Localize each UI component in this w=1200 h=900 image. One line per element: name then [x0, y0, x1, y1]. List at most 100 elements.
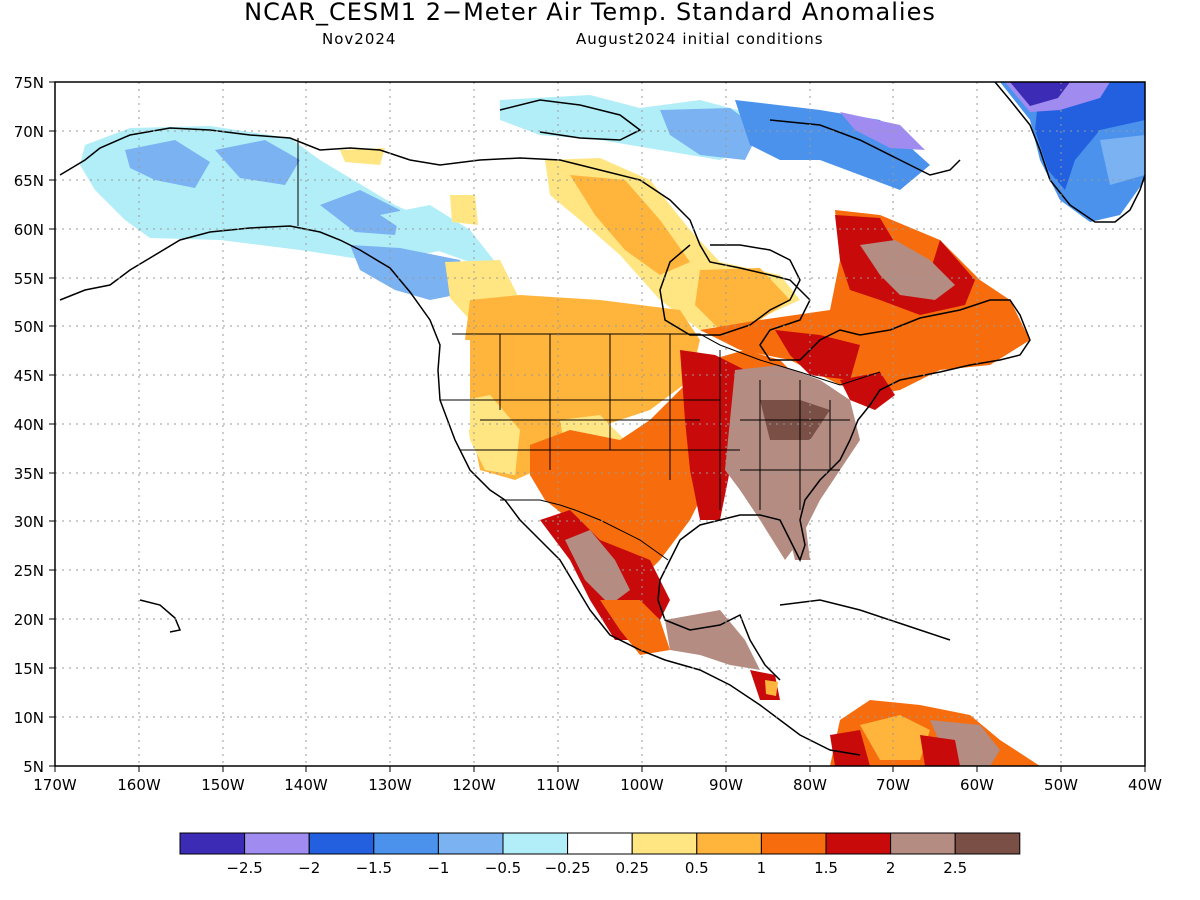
anomaly-region-arctic-light [660, 108, 760, 160]
legend-swatch [696, 832, 762, 855]
lat-label: 30N [14, 513, 44, 531]
legend-swatch [760, 832, 827, 855]
lat-label: 15N [14, 660, 44, 678]
anomaly-region-south-america-red-2 [920, 735, 960, 766]
gridlines [55, 82, 1145, 766]
lon-label: 130W [368, 776, 412, 794]
lat-label: 50N [14, 318, 44, 336]
lon-label: 90W [709, 776, 743, 794]
coastline-caribbean [779, 599, 951, 641]
lon-label: 150W [201, 776, 245, 794]
border-states-1 [499, 334, 721, 510]
legend-label: −0.5 [485, 859, 521, 877]
border-usa-mexico [500, 499, 669, 561]
anomaly-region-bc-light [350, 245, 470, 300]
lat-label: 60N [14, 221, 44, 239]
anomaly-region-ontario-orange [695, 268, 790, 330]
legend-colorbar [179, 832, 1021, 855]
coastline-greenland [994, 82, 1145, 223]
anomaly-region-labrador-brown [860, 240, 955, 300]
legend-label: 0.5 [685, 859, 709, 877]
lon-label: 100W [620, 776, 664, 794]
map-title: NCAR_CESM1 2−Meter Air Temp. Standard An… [244, 0, 936, 26]
legend-swatch [567, 832, 633, 855]
border-states-3 [759, 380, 831, 510]
legend-swatch [890, 832, 956, 855]
lat-label: 20N [14, 611, 44, 629]
lat-label: 10N [14, 709, 44, 727]
anomaly-region-yukon-yellow [340, 148, 385, 165]
legend-swatch [631, 832, 698, 855]
legend-swatch [179, 832, 246, 855]
lat-label: 75N [14, 74, 44, 92]
coastline-arctic-islands [499, 99, 642, 141]
lat-label: 25N [14, 562, 44, 580]
init-conditions: August2024 initial conditions [576, 30, 824, 48]
anomaly-region-canada-orange [570, 175, 690, 275]
anomaly-region-usa-yellow-west [465, 395, 520, 475]
legend-swatch [825, 832, 892, 855]
legend-label: 2.5 [943, 859, 967, 877]
coastline-alaska-north [59, 127, 1031, 681]
lat-label: 70N [14, 123, 44, 141]
legend-label: −2.5 [226, 859, 262, 877]
lat-label: 35N [14, 465, 44, 483]
legend-swatch [437, 832, 504, 855]
tick-marks [49, 81, 1146, 772]
lat-label: 65N [14, 172, 44, 190]
legend-label: −0.25 [545, 859, 591, 877]
anomaly-region-mexico-brown [565, 530, 630, 605]
anomaly-region-ontario-red [775, 330, 860, 380]
anomaly-region-yukon-light [320, 190, 400, 235]
lon-label: 70W [876, 776, 910, 794]
legend-label: −1.5 [356, 859, 392, 877]
lon-label: 140W [284, 776, 328, 794]
lon-label: 110W [536, 776, 580, 794]
legend-labels: −2.5 −2 −1.5 −1 −0.5 −0.25 0.25 0.5 1 1.5 2 2.5 [226, 859, 967, 877]
anomaly-region-northeast-red [840, 372, 895, 410]
lat-label: 55N [14, 270, 44, 288]
coastlines [59, 82, 1145, 756]
lon-label: 160W [117, 776, 161, 794]
legend-label: 1.5 [814, 859, 838, 877]
anomaly-region-alaska-light-2 [215, 140, 300, 185]
lon-label: 80W [793, 776, 827, 794]
lon-label: 40W [1128, 776, 1162, 794]
legend-swatch [244, 832, 310, 855]
legend-swatch [954, 832, 1021, 855]
latitude-labels: 75N 70N 65N 60N 55N 50N 45N 40N 35N 30N … [14, 74, 44, 776]
lon-label: 120W [452, 776, 496, 794]
anomaly-region-alaska-light [125, 140, 210, 188]
lat-label: 40N [14, 416, 44, 434]
legend-label: 0.25 [615, 859, 648, 877]
coastline-hawaii [139, 599, 182, 633]
longitude-labels: 170W 160W 150W 140W 130W 120W 110W 100W … [33, 776, 1162, 794]
anomaly-region-southwest-white [440, 340, 470, 430]
political-borders [297, 138, 881, 561]
lon-label: 60W [960, 776, 994, 794]
anomaly-region-nwt-yellow [450, 195, 478, 225]
anomaly-region-south-america-orange [860, 715, 930, 760]
legend-swatch [373, 832, 439, 855]
lon-label: 170W [33, 776, 77, 794]
anomaly-region-usa-orange [460, 295, 700, 480]
lon-label: 50W [1044, 776, 1078, 794]
coastline-hudson-bay [659, 244, 801, 336]
target-month: Nov2024 [322, 30, 397, 48]
anomaly-region-bc-pale [380, 205, 500, 268]
anomaly-region-south-america-red [830, 730, 870, 766]
legend-label: −2 [298, 859, 320, 877]
anomaly-region-greenland-strong [1010, 82, 1070, 106]
lat-label: 45N [14, 367, 44, 385]
legend-label: 2 [886, 859, 896, 877]
legend-swatch [308, 832, 375, 855]
anomaly-fields [80, 82, 1145, 766]
lat-label: 5N [23, 758, 44, 776]
anomaly-region-central-america-brown [665, 610, 760, 670]
border-states-2 [440, 399, 850, 471]
anomaly-region-mexico-dark-orange [600, 600, 670, 655]
anomaly-region-honduras-orange [765, 680, 778, 696]
legend-label: 1 [757, 859, 767, 877]
anomaly-region-midwest-red [680, 350, 745, 520]
